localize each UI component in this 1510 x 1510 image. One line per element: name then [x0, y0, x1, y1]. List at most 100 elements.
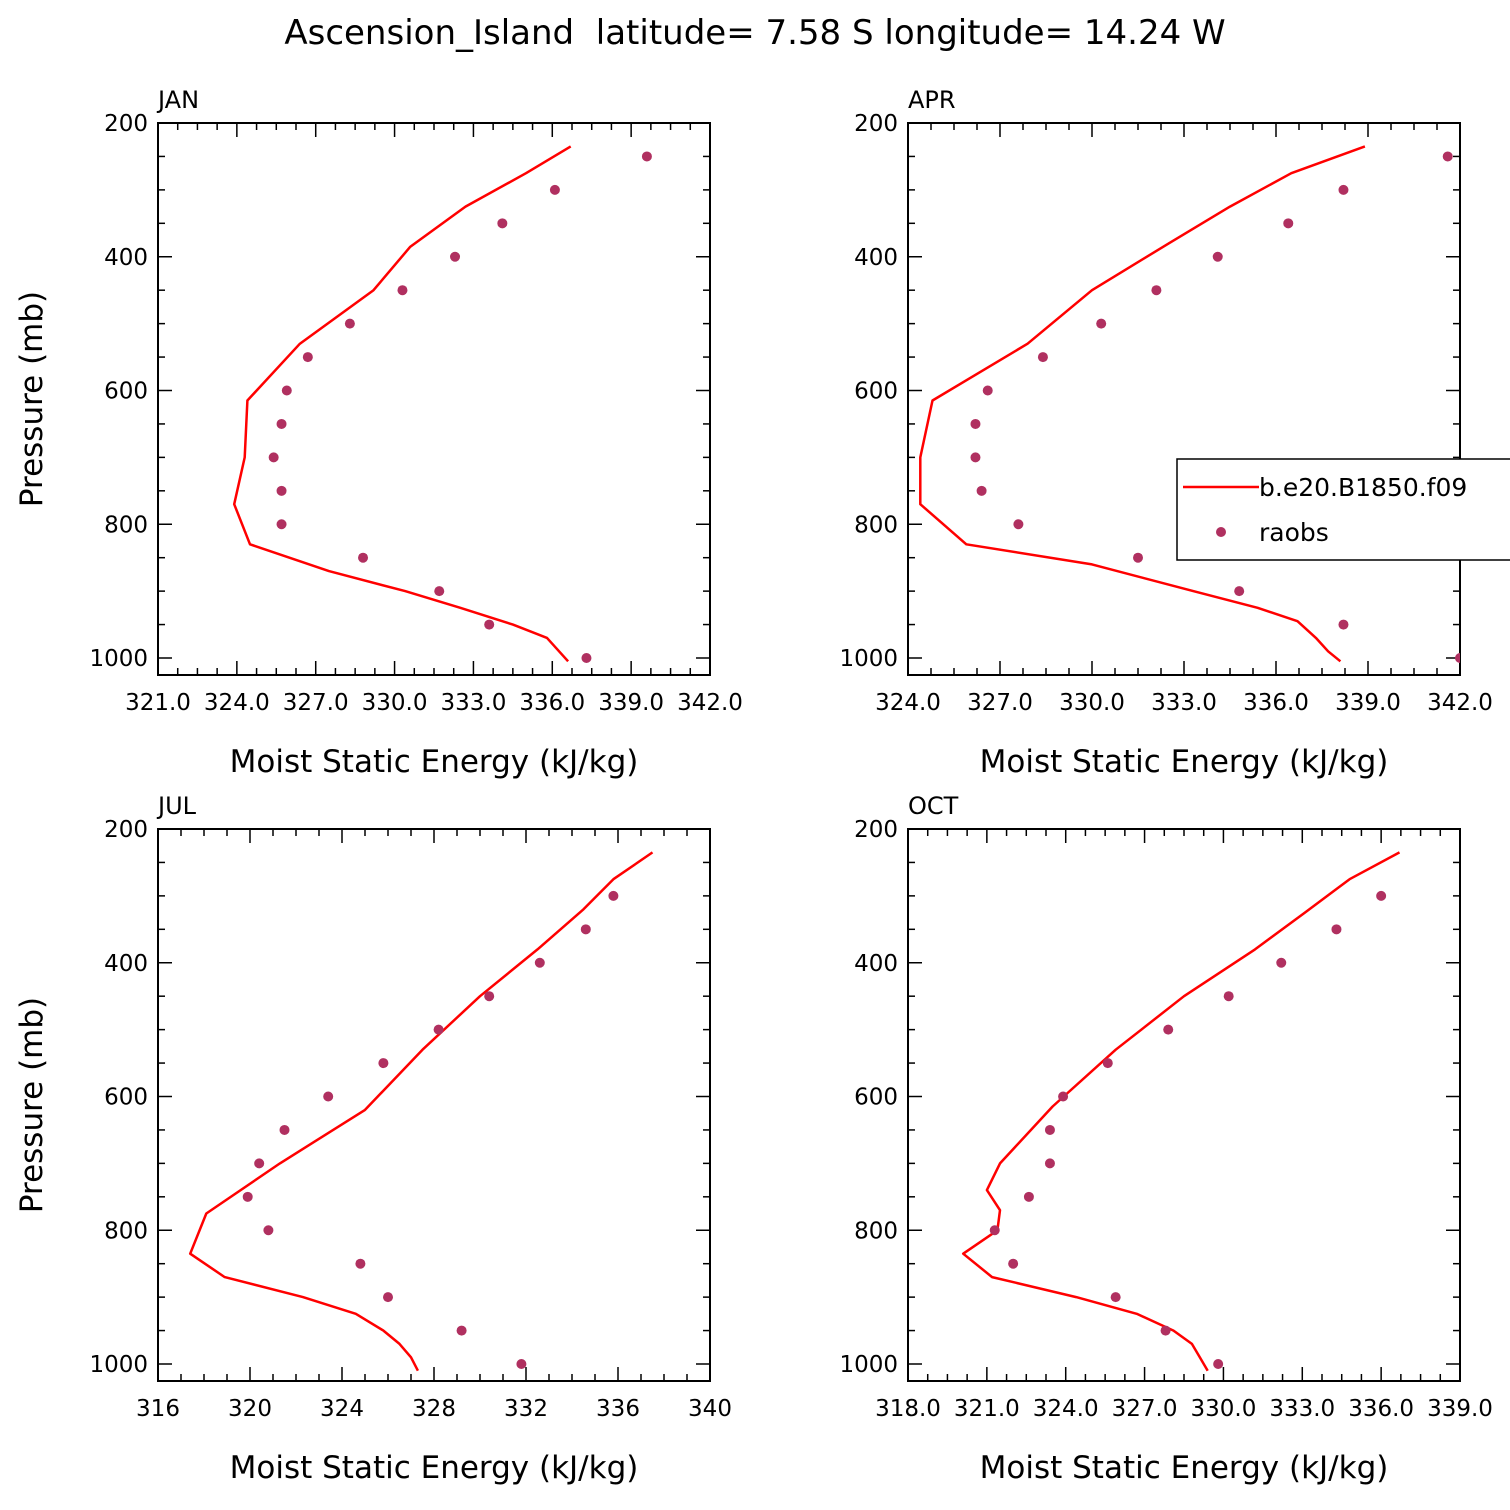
- jul-raobs-point: [433, 1024, 444, 1035]
- oct-xtick-label: 327.0: [1112, 1396, 1178, 1422]
- oct-raobs-point: [989, 1225, 1000, 1236]
- oct-xlabel: Moist Static Energy (kJ/kg): [980, 1450, 1389, 1486]
- apr-raobs-point: [1133, 552, 1143, 563]
- jan-panel-label: JAN: [156, 86, 199, 114]
- apr-raobs-point: [976, 485, 987, 496]
- jan-xtick-label: 333.0: [440, 690, 506, 716]
- jan-raobs-point: [276, 418, 287, 429]
- oct-frame: [907, 828, 1461, 1382]
- apr-plot-area: [919, 145, 1460, 663]
- jan-raobs-point: [497, 218, 508, 229]
- jul-raobs-point: [456, 1325, 467, 1336]
- jul-xtick-label: 320: [228, 1396, 272, 1422]
- jul-raobs-point: [516, 1359, 527, 1369]
- legend-raobs-label: raobs: [1259, 518, 1329, 547]
- oct-ytick-label: 800: [854, 1218, 898, 1244]
- jul-frame: [157, 828, 711, 1382]
- jan-raobs-point: [641, 151, 652, 162]
- jan-ytick-label: 400: [104, 245, 148, 271]
- jul-ytick-label: 400: [104, 951, 148, 977]
- apr-raobs-point: [1338, 184, 1349, 195]
- oct-xtick-label: 330.0: [1190, 1396, 1256, 1422]
- apr-raobs-point: [970, 452, 981, 463]
- jul-raobs-point: [279, 1124, 290, 1135]
- oct-raobs-point: [1102, 1058, 1113, 1069]
- jan-xtick-label: 330.0: [362, 690, 428, 716]
- apr-raobs-point: [1151, 285, 1162, 296]
- oct-raobs-point: [1213, 1359, 1224, 1369]
- oct-xtick-label: 336.0: [1348, 1396, 1414, 1422]
- jan-plot-area: [232, 145, 652, 663]
- panel-jan: JAN 200 400 600 800 1000 321.0 324.0 327.0 330.0 3…: [14, 86, 743, 780]
- legend-raobs-marker: [1216, 527, 1226, 537]
- apr-raobs-point: [1096, 318, 1107, 329]
- apr-xtick-label: 339.0: [1335, 690, 1401, 716]
- jan-raobs-point: [358, 552, 369, 563]
- jan-xtick-label: 321.0: [125, 690, 191, 716]
- jul-raobs-point: [534, 957, 545, 968]
- jul-raobs-point: [383, 1292, 393, 1303]
- oct-raobs-point: [1276, 957, 1287, 968]
- oct-raobs-point: [1160, 1325, 1171, 1336]
- jul-xtick-label: 332: [504, 1396, 548, 1422]
- apr-xtick-label: 336.0: [1243, 690, 1309, 716]
- oct-raobs-point: [1044, 1124, 1055, 1135]
- jul-xtick-label: 336: [596, 1396, 640, 1422]
- jul-raobs-point: [580, 924, 591, 935]
- oct-panel-label: OCT: [908, 792, 959, 820]
- apr-raobs-point: [1283, 218, 1294, 229]
- legend-model-label: b.e20.B1850.f09: [1259, 473, 1467, 502]
- figure-title: Ascension_Island latitude= 7.58 S longit…: [284, 13, 1225, 53]
- jan-raobs-point: [397, 285, 408, 296]
- jan-xlabel: Moist Static Energy (kJ/kg): [230, 744, 639, 780]
- jan-raobs-point: [450, 251, 461, 262]
- oct-raobs-point: [1008, 1258, 1019, 1269]
- jul-raobs-point: [484, 991, 495, 1002]
- apr-raobs-point: [970, 418, 981, 429]
- panel-jul: JUL 200 400 600 800 1000 316 320 324 328 332 336 340…: [14, 792, 732, 1486]
- jan-raobs-point: [434, 586, 445, 597]
- jul-raobs-point: [608, 890, 619, 901]
- jan-xtick-label: 336.0: [519, 690, 585, 716]
- apr-xtick-label: 342.0: [1427, 690, 1493, 716]
- apr-raobs-point: [1037, 352, 1048, 363]
- jul-xlabel: Moist Static Energy (kJ/kg): [230, 1450, 639, 1486]
- jan-raobs-point: [276, 485, 287, 496]
- oct-ytick-label: 1000: [839, 1352, 898, 1378]
- oct-raobs-point: [1058, 1091, 1069, 1102]
- oct-ytick-label: 600: [854, 1085, 898, 1111]
- jan-ylabel: Pressure (mb): [14, 291, 50, 507]
- jan-xtick-label: 324.0: [204, 690, 270, 716]
- apr-xtick-label: 327.0: [967, 690, 1033, 716]
- apr-panel-label: APR: [908, 86, 956, 114]
- apr-ytick-label: 800: [854, 512, 898, 538]
- oct-xtick-label: 321.0: [954, 1396, 1020, 1422]
- apr-raobs-point: [1212, 251, 1223, 262]
- jul-raobs-point: [263, 1225, 274, 1236]
- legend-box: [1176, 458, 1510, 561]
- jul-panel-label: JUL: [156, 792, 197, 820]
- jul-ylabel: Pressure (mb): [14, 997, 50, 1213]
- jan-raobs-point: [281, 385, 292, 396]
- jul-raobs-point: [254, 1158, 265, 1169]
- apr-frame: [907, 122, 1461, 676]
- jan-xtick-label: 339.0: [598, 690, 664, 716]
- jul-xtick-label: 316: [136, 1396, 180, 1422]
- jan-ytick-label: 200: [104, 111, 148, 137]
- oct-xtick-label: 333.0: [1269, 1396, 1335, 1422]
- apr-raobs-point: [1234, 586, 1245, 597]
- jan-raobs-point: [581, 653, 592, 663]
- jul-raobs-point: [242, 1191, 253, 1202]
- apr-ytick-label: 400: [854, 245, 898, 271]
- apr-xtick-label: 330.0: [1059, 690, 1125, 716]
- oct-raobs-point: [1223, 991, 1234, 1002]
- legend: b.e20.B1850.f09 raobs: [1176, 458, 1510, 561]
- apr-model-line: [919, 145, 1366, 663]
- panel-apr: APR 200 400 600 800 1000 324.0 327.0 330.0 333.0 3…: [839, 86, 1492, 780]
- jul-ytick-label: 600: [104, 1085, 148, 1111]
- oct-model-line: [961, 851, 1401, 1372]
- jul-raobs-point: [355, 1258, 366, 1269]
- oct-raobs-point: [1110, 1292, 1121, 1303]
- oct-raobs-point: [1163, 1024, 1174, 1035]
